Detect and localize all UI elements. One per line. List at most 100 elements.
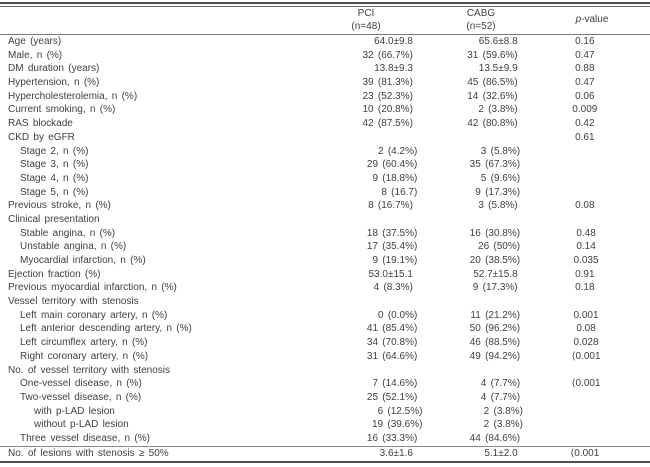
pci-value: 8 (16.7%) (368, 200, 413, 212)
pci-value: 19 (39.6%) (372, 419, 423, 431)
p-value: 0.88 (575, 63, 595, 75)
table-top-double-rule (0, 2, 650, 7)
row-label: Myocardial infarction, n (%) (20, 255, 146, 266)
cabg-value: 35 (67.3%) (469, 159, 521, 171)
pci-value: 23 (52.3%) (362, 90, 413, 102)
cabg-value (415, 295, 520, 309)
pci-value (324, 213, 415, 227)
table-row: CKD by eGFR 0.61 (0, 131, 650, 145)
p-value: 0.91 (575, 268, 595, 280)
cabg-value: 3 (5.8%) (478, 200, 518, 212)
table-row: One-vessel disease, n (%) 7 (14.6%) 4 (7… (0, 377, 650, 391)
cabg-value: 4 (7.7%) (480, 378, 521, 390)
row-label: Previous myocardial infarction, n (%) (8, 282, 177, 294)
table-row: with p-LAD lesion 6 (12.5%) 2 (3.8%) (0, 405, 650, 419)
p-value (520, 295, 650, 309)
p-value: 0.18 (575, 282, 595, 294)
row-label: Left circumflex artery, n (%) (20, 337, 148, 349)
pci-value: 25 (52.1%) (366, 391, 418, 403)
table-row: No. of vessel territory with stenosis (0, 364, 650, 378)
row-label: Stage 3, n (%) (20, 159, 89, 171)
cabg-value: 13.5±9.9 (478, 63, 518, 75)
table-row: Vessel territory with stenosis (0, 295, 650, 309)
row-label: RAS blockade (8, 118, 73, 130)
cabg-value: 65.6±8.8 (478, 36, 518, 47)
table-header-row: PCI (n=48) CABG (n=52) p-value (0, 7, 650, 35)
table-row: Clinical presentation (0, 213, 650, 227)
p-value: 0.48 (576, 227, 596, 239)
table-row: Ejection fraction (%) 53.0±15.1 52.7±15.… (0, 268, 650, 282)
cabg-value: 2 (3.8%) (483, 419, 523, 431)
table-row: Male, n (%) 32 (66.7%) 31 (59.6%) 0.47 (0, 49, 650, 63)
pci-group-label: PCI (357, 8, 375, 19)
pci-value: 17 (35.4%) (366, 241, 418, 253)
p-value: 0.47 (575, 77, 595, 89)
cabg-value: 3 (5.8%) (480, 145, 521, 157)
cabg-value: 44 (84.6%) (469, 432, 521, 444)
table-row: Current smoking, n (%) 10 (20.8%) 2 (3.8… (0, 103, 650, 117)
cabg-value (415, 213, 520, 227)
table-row: Previous myocardial infarction, n (%) 4 … (0, 281, 650, 295)
cabg-value: 45 (86.5%) (467, 77, 518, 89)
pci-value: 16 (33.3%) (366, 432, 418, 444)
table-row: DM duration (years) 13.8±9.3 13.5±9.9 0.… (0, 62, 650, 76)
p-value (522, 158, 650, 172)
p-value: 0.61 (575, 131, 595, 143)
row-label: Clinical presentation (8, 213, 100, 225)
row-label: Ejection fraction (%) (8, 268, 101, 280)
table-row: Previous stroke, n (%) 8 (16.7%) 3 (5.8%… (0, 199, 650, 213)
column-header-pci: PCI (n=48) (320, 8, 412, 33)
row-label: Right coronary artery, n (%) (20, 350, 149, 362)
row-label: No. of lesions with stenosis ≥ 50% (8, 447, 169, 459)
cabg-value: 42 (80.8%) (467, 118, 518, 130)
p-value: ⟨0.001 (571, 378, 601, 390)
pci-value: 7 (14.6%) (372, 378, 418, 390)
cabg-value (415, 131, 520, 145)
row-label: Stage 2, n (%) (20, 145, 89, 157)
pci-value: 41 (85.4%) (366, 323, 418, 335)
cabg-value: 5.1±2.0 (484, 447, 518, 459)
p-value: 0.47 (575, 49, 595, 61)
pvalue-suffix: -value (581, 14, 609, 26)
cabg-value: 46 (88.5%) (469, 337, 521, 349)
pci-value: 10 (20.8%) (362, 104, 413, 116)
row-label: One-vessel disease, n (%) (20, 378, 142, 390)
table-row: Stage 3, n (%) 29 (60.4%) 35 (67.3%) (0, 158, 650, 172)
row-label: Stage 5, n (%) (20, 186, 89, 198)
cabg-value: 5 (9.6%) (480, 172, 521, 184)
row-label: Left anterior descending artery, n (%) (20, 323, 192, 335)
pci-value: 64.0±9.8 (374, 36, 413, 47)
table-row: Left anterior descending artery, n (%) 4… (0, 322, 650, 336)
pci-value: 29 (60.4%) (366, 159, 418, 171)
row-label: Unstable angina, n (%) (20, 241, 127, 253)
row-label: DM duration (years) (8, 63, 100, 75)
pci-value: 3.6±1.6 (379, 447, 413, 459)
pci-value: 53.0±15.1 (368, 268, 413, 280)
pci-value: 42 (87.5%) (362, 118, 413, 130)
table-row: Left main coronary artery, n (%) 0 (0.0%… (0, 309, 650, 323)
cabg-value: 49 (94.2%) (469, 350, 521, 362)
cabg-value: 4 (7.7%) (480, 391, 521, 403)
cabg-value: 16 (30.8%) (469, 227, 521, 239)
table-row: Age (years) 64.0±9.8 65.6±8.8 0.16 (0, 35, 650, 49)
cabg-value: 9 (17.3%) (475, 186, 521, 198)
cabg-value: 14 (32.6%) (467, 90, 518, 102)
p-value (522, 145, 650, 159)
cabg-group-label: CABG (466, 8, 496, 19)
table-body: Age (years) 64.0±9.8 65.6±8.8 0.16 Male,… (0, 35, 650, 460)
p-value: 0.16 (575, 36, 595, 47)
table-row: Left circumflex artery, n (%) 34 (70.8%)… (0, 336, 650, 350)
p-value: 0.14 (576, 241, 596, 253)
pci-value: 4 (8.3%) (373, 282, 413, 294)
pci-value: 0 (0.0%) (378, 309, 418, 321)
cabg-value: 11 (21.2%) (470, 309, 521, 321)
pci-value: 9 (19.1%) (372, 255, 418, 266)
row-label: Three vessel disease, n (%) (20, 432, 150, 444)
cabg-value: 9 (17.3%) (472, 282, 518, 294)
cabg-group-n: (n=52) (466, 20, 496, 32)
pci-value: 13.8±9.3 (374, 63, 413, 75)
row-label: without p-LAD lesion (34, 419, 129, 431)
pci-value: 2 (4.2%) (378, 145, 418, 157)
p-value (525, 418, 650, 432)
